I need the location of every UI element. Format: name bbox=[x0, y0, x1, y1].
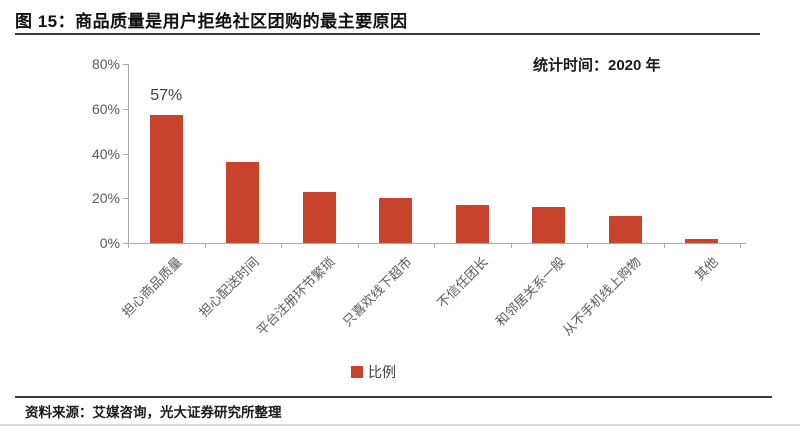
y-axis-tick bbox=[123, 108, 128, 110]
x-axis-tick bbox=[434, 244, 435, 248]
y-axis-tick-label: 60% bbox=[91, 100, 120, 117]
footer-divider bbox=[15, 396, 772, 398]
bar bbox=[379, 198, 413, 243]
bar bbox=[302, 191, 336, 243]
bar bbox=[455, 204, 489, 243]
x-axis-category-label: 平台注册环节繁琐 bbox=[253, 254, 338, 339]
bar bbox=[226, 162, 260, 243]
y-axis-tick bbox=[123, 198, 128, 200]
x-axis-category-label: 从不手机线上购物 bbox=[559, 254, 644, 339]
x-axis-tick bbox=[740, 244, 741, 248]
y-axis-line bbox=[128, 64, 129, 243]
bar bbox=[532, 207, 566, 243]
bar bbox=[149, 115, 183, 243]
title-divider bbox=[15, 33, 760, 35]
bar-value-label: 57% bbox=[150, 87, 183, 105]
y-axis-tick bbox=[123, 243, 128, 244]
bar bbox=[685, 238, 719, 243]
bottom-divider bbox=[0, 424, 800, 426]
y-axis-tick-label: 0% bbox=[99, 235, 120, 251]
legend-label: 比例 bbox=[368, 364, 396, 380]
x-axis-tick bbox=[587, 244, 588, 248]
legend-swatch bbox=[351, 366, 363, 378]
y-axis-tick-label: 80% bbox=[91, 56, 120, 72]
x-axis-line bbox=[128, 243, 746, 244]
chart-legend: 比例 bbox=[351, 362, 396, 382]
x-axis-tick bbox=[128, 244, 129, 248]
x-axis-tick bbox=[510, 244, 512, 248]
x-axis-category-label: 只喜欢线下超市 bbox=[339, 254, 415, 330]
y-axis-tick bbox=[123, 153, 128, 155]
source-note: 资料来源：艾媒咨询，光大证券研究所整理 bbox=[25, 405, 282, 420]
figure-title: 图 15：商品质量是用户拒绝社区团购的最主要原因 bbox=[15, 12, 408, 31]
x-axis-category-label: 其他 bbox=[691, 254, 721, 284]
x-axis-category-label: 担心商品质量 bbox=[119, 254, 185, 320]
x-axis-tick bbox=[357, 244, 359, 248]
x-axis-category-label: 担心配送时间 bbox=[195, 254, 262, 320]
x-axis-tick bbox=[663, 244, 665, 248]
bar bbox=[608, 216, 642, 243]
y-axis-tick bbox=[123, 64, 128, 65]
y-axis-tick-label: 40% bbox=[91, 145, 120, 162]
x-axis-category-label: 和邻居关系一般 bbox=[492, 254, 568, 330]
x-axis-tick bbox=[204, 244, 206, 248]
x-axis-category-label: 不信任团长 bbox=[434, 254, 491, 311]
stat-time-note: 统计时间：2020 年 bbox=[533, 57, 661, 74]
x-axis-tick bbox=[281, 244, 282, 248]
y-axis-tick-label: 20% bbox=[91, 190, 120, 207]
